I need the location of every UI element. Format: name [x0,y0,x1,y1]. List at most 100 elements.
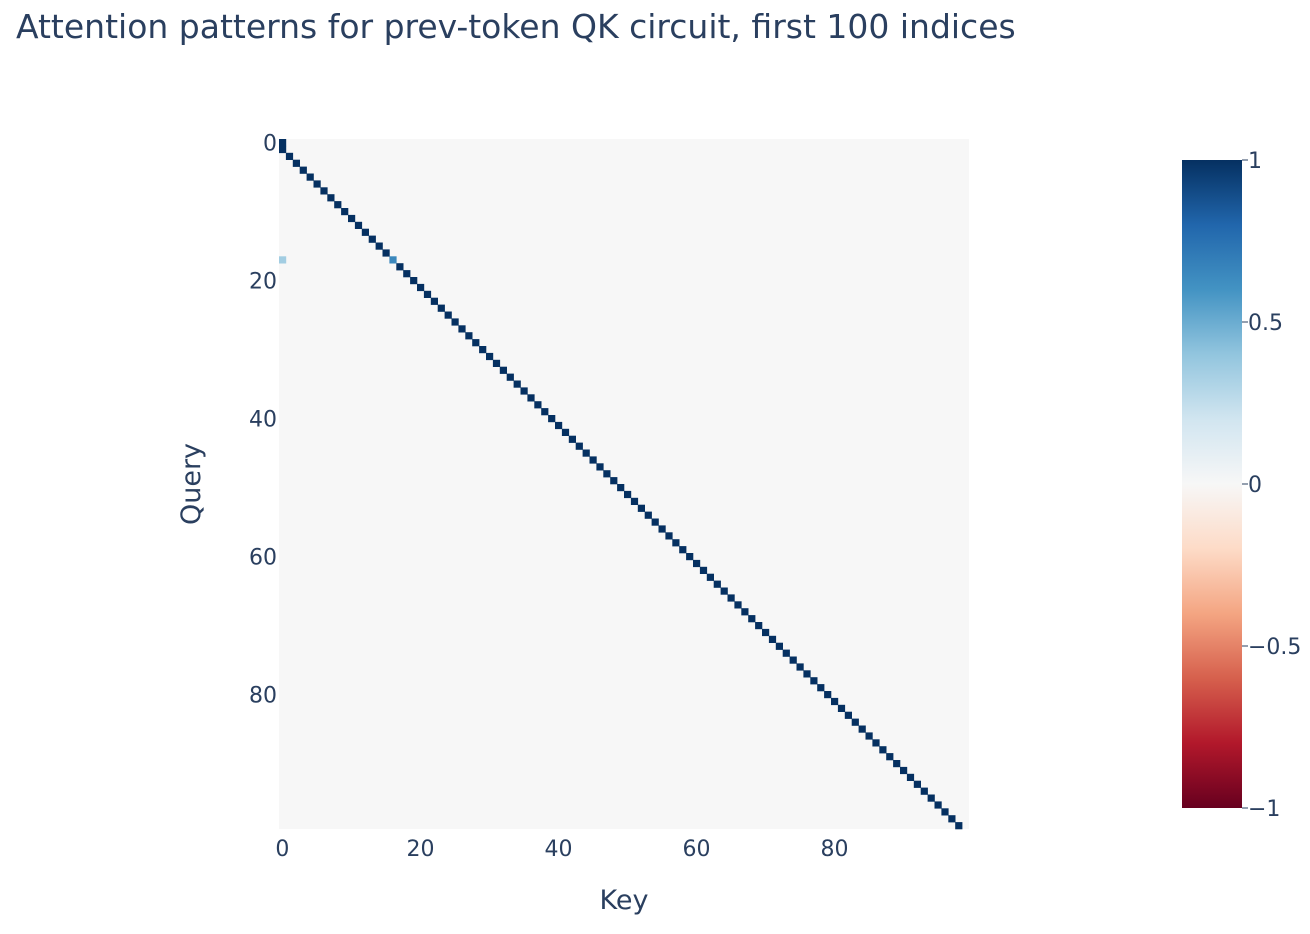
y-tick-label: 40 [249,407,277,432]
heatmap-cell [603,470,611,478]
heatmap-cell [499,366,507,374]
heatmap-cell [520,387,528,395]
heatmap-cell [872,739,880,747]
heatmap-cells [279,139,963,830]
heatmap-cell [748,615,756,623]
heatmap-cell [596,463,604,471]
heatmap-cell [361,228,369,236]
heatmap-cell [679,546,687,554]
heatmap-cell [437,304,445,312]
heatmap-cell [313,180,321,188]
colorbar-tick-label: −0.5 [1248,635,1301,660]
heatmap-cell [292,159,300,167]
chart-title: Attention patterns for prev-token QK cir… [16,7,1016,46]
heatmap-cell [403,270,411,278]
heatmap-cell [837,704,846,712]
heatmap-cell [341,208,349,216]
heatmap-cell [444,311,452,319]
heatmap-cell [279,256,287,264]
heatmap-cell [479,346,487,354]
x-tick-label: 60 [683,837,711,862]
heatmap-cell [568,435,576,443]
y-tick-label: 20 [249,270,277,295]
heatmap-cell [686,553,694,561]
x-axis-ticks: 0 20 40 60 80 [275,837,848,862]
heatmap-cell [410,277,418,285]
heatmap-cell [610,477,618,485]
heatmap-cell [458,325,466,333]
heatmap-cell [389,256,397,264]
heatmap-cell [955,822,963,830]
heatmap-cell [810,677,818,685]
heatmap-cell [396,263,404,271]
heatmap-cell [941,808,949,816]
heatmap-cell [637,504,645,512]
heatmap-cell [617,484,625,492]
heatmap-cell [506,373,514,381]
heatmap-cell [851,718,859,726]
heatmap-cell [727,594,735,602]
heatmap-cell [672,539,680,547]
heatmap-cell [527,394,535,402]
heatmap-cell [789,656,797,664]
heatmap-cell [796,663,804,671]
heatmap-cell [417,283,425,292]
x-tick-label: 0 [275,837,289,862]
x-tick-label: 20 [407,837,435,862]
heatmap-cell [927,794,935,802]
heatmap-cell [844,711,852,719]
heatmap-cell [279,145,287,154]
heatmap-cell [548,415,556,423]
colorbar: 1 0.5 0 −0.5 −1 [1182,149,1301,822]
heatmap-cell [879,746,887,754]
heatmap-cell [831,697,839,706]
heatmap-cell [644,511,652,519]
heatmap-cell [589,456,597,464]
heatmap-cell [430,297,438,305]
heatmap-cell [803,670,811,678]
y-axis-label: Query [176,443,207,525]
heatmap-cell [858,725,866,733]
heatmap-cell [782,649,790,657]
heatmap-cell [334,201,342,209]
heatmap-cell [375,242,383,250]
heatmap-cell [320,187,328,195]
colorbar-ticks: 1 0.5 0 −0.5 −1 [1242,149,1301,822]
heatmap-cell [762,628,770,637]
heatmap-cell [693,559,701,568]
colorbar-tick-label: −1 [1248,797,1280,822]
heatmap-cell [306,173,314,181]
heatmap-cell [561,428,570,436]
y-tick-label: 0 [263,131,277,156]
heatmap-cell [720,587,728,595]
heatmap-cell [541,408,549,416]
heatmap-cell [630,497,639,505]
heatmap-cell [285,152,294,160]
heatmap-cell [665,532,673,540]
heatmap-cell [755,622,763,630]
heatmap-cell [706,573,714,581]
heatmap-cell [741,608,749,616]
heatmap-cell [624,490,632,499]
heatmap-cell [893,760,901,768]
colorbar-tick-label: 0 [1248,473,1262,498]
x-tick-label: 40 [545,837,573,862]
heatmap-cell [651,518,659,526]
heatmap-cell [913,780,921,788]
heatmap-cell [492,359,501,367]
heatmap-cell [534,401,542,409]
heatmap-cell [734,601,742,609]
heatmap-cell [382,249,390,257]
heatmap-cell [279,139,287,147]
heatmap-cell [354,221,363,229]
heatmap-cell [900,766,908,775]
heatmap-cell [575,442,583,450]
x-axis-label: Key [600,885,649,916]
heatmap-cell [713,580,721,588]
heatmap-cell [934,801,942,809]
heatmap-cell [472,339,480,347]
colorbar-tick-label: 0.5 [1248,311,1283,336]
heatmap-cell [906,773,915,781]
heatmap-cell [886,753,894,761]
